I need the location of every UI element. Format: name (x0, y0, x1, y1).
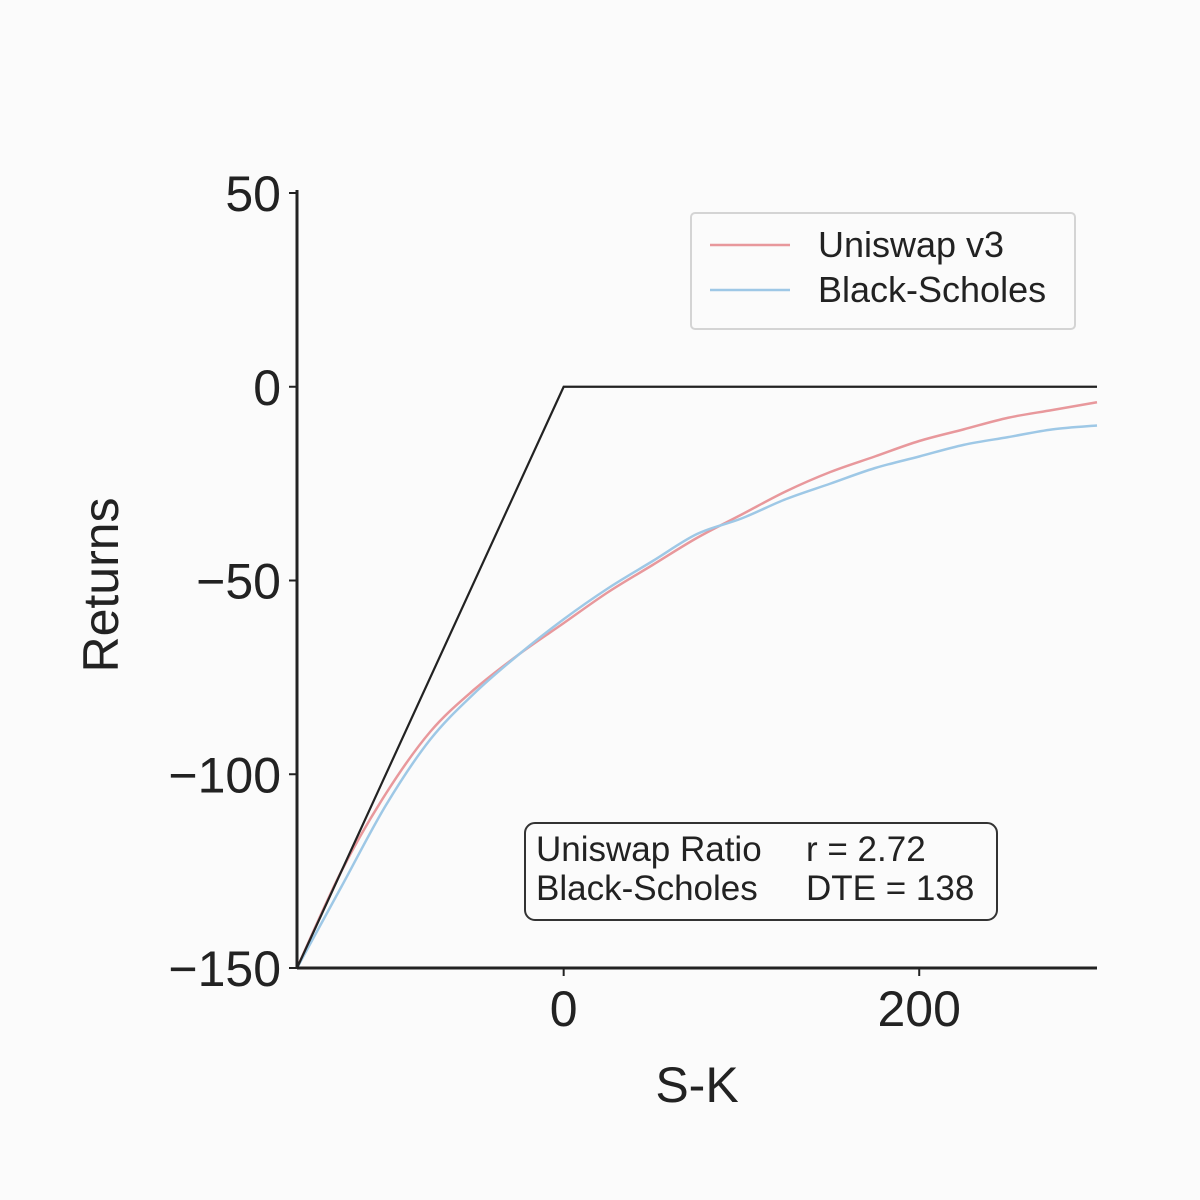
info-value-dte: DTE = 138 (806, 869, 974, 908)
y-tick-label: 0 (253, 360, 281, 416)
y-tick-label: 50 (225, 166, 281, 222)
info-box-frame (524, 822, 998, 921)
info-value-ratio: r = 2.72 (806, 830, 926, 869)
ticks: 50 0 −50 −100 −150 0 200 (168, 166, 961, 1037)
series-line-black-scholes (295, 424, 1098, 969)
series-line-payoff (296, 385, 1097, 969)
y-tick-label: −50 (196, 554, 281, 610)
series-line-uniswap-v3 (295, 401, 1098, 969)
legend: Uniswap v3 Black-Scholes (690, 212, 1076, 330)
y-tick-label: −150 (168, 941, 281, 997)
axes (295, 190, 1097, 970)
x-tick-label: 0 (550, 981, 578, 1037)
info-box: Uniswap Ratio r = 2.72 Black-Scholes DTE… (524, 822, 998, 921)
info-label-model: Black-Scholes (536, 869, 758, 908)
legend-box (690, 212, 1076, 330)
x-tick-label: 200 (878, 981, 961, 1037)
legend-label-black-scholes: Black-Scholes (818, 269, 1046, 310)
y-tick-label: −100 (168, 747, 281, 803)
legend-label-uniswap: Uniswap v3 (818, 224, 1004, 265)
plot-lines (295, 385, 1098, 969)
y-axis-label: Returns (73, 497, 129, 672)
info-label-ratio: Uniswap Ratio (536, 830, 762, 869)
x-axis-label: S-K (655, 1057, 738, 1113)
